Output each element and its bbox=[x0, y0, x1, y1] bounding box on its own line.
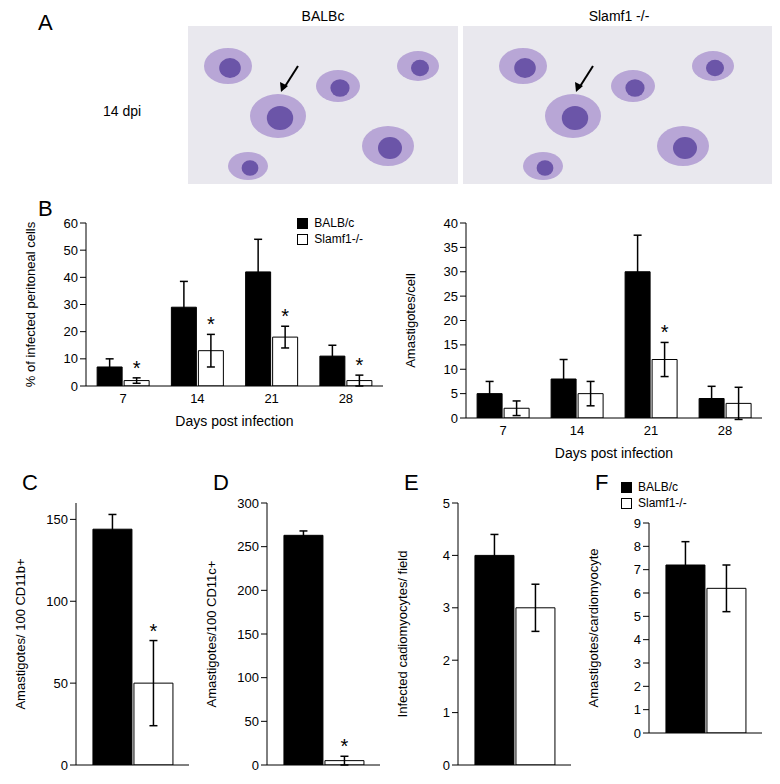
svg-text:6: 6 bbox=[634, 586, 641, 601]
svg-text:50: 50 bbox=[54, 676, 68, 691]
svg-text:Amastigotes/cardiomyocyte: Amastigotes/cardiomyocyte bbox=[586, 549, 601, 708]
svg-text:100: 100 bbox=[46, 594, 68, 609]
svg-text:3: 3 bbox=[443, 600, 450, 615]
svg-text:20: 20 bbox=[444, 313, 458, 328]
svg-text:30: 30 bbox=[444, 264, 458, 279]
svg-text:2: 2 bbox=[634, 679, 641, 694]
svg-text:Amastigotes/100 CD11c+: Amastigotes/100 CD11c+ bbox=[204, 561, 219, 708]
svg-text:*: * bbox=[150, 620, 158, 642]
svg-text:35: 35 bbox=[444, 240, 458, 255]
html-text:C: C bbox=[22, 470, 38, 495]
svg-text:Amastigotes/ 100 CD11b+: Amastigotes/ 100 CD11b+ bbox=[13, 558, 28, 709]
svg-text:0: 0 bbox=[252, 758, 259, 773]
svg-text:40: 40 bbox=[64, 270, 78, 285]
svg-text:0: 0 bbox=[451, 411, 458, 426]
svg-text:14: 14 bbox=[570, 423, 584, 438]
html-text:A: A bbox=[38, 10, 53, 35]
html-text:D: D bbox=[213, 470, 229, 495]
svg-text:*: * bbox=[355, 354, 363, 376]
svg-text:20: 20 bbox=[64, 324, 78, 339]
svg-text:50: 50 bbox=[64, 243, 78, 258]
svg-text:0: 0 bbox=[443, 758, 450, 773]
svg-text:9: 9 bbox=[634, 516, 641, 531]
svg-text:150: 150 bbox=[46, 512, 68, 527]
svg-text:*: * bbox=[661, 321, 669, 343]
svg-text:0: 0 bbox=[61, 758, 68, 773]
svg-text:*: * bbox=[207, 313, 215, 335]
svg-text:60: 60 bbox=[64, 216, 78, 231]
html-text:Slamf1 -/-: Slamf1 -/- bbox=[588, 8, 650, 24]
svg-text:200: 200 bbox=[237, 583, 259, 598]
svg-text:15: 15 bbox=[444, 337, 458, 352]
html-text:F: F bbox=[595, 470, 609, 495]
svg-text:7: 7 bbox=[634, 562, 641, 577]
svg-text:10: 10 bbox=[64, 351, 78, 366]
svg-text:Days post infection: Days post infection bbox=[555, 445, 673, 461]
svg-text:7: 7 bbox=[120, 391, 127, 406]
svg-text:3: 3 bbox=[634, 656, 641, 671]
html-text:BALBc: BALBc bbox=[301, 8, 345, 24]
svg-text:Days post infection: Days post infection bbox=[175, 413, 293, 429]
svg-text:5: 5 bbox=[443, 496, 450, 511]
svg-text:0: 0 bbox=[634, 726, 641, 741]
svg-text:40: 40 bbox=[444, 216, 458, 231]
svg-text:*: * bbox=[341, 735, 349, 757]
svg-text:*: * bbox=[133, 357, 141, 379]
svg-text:28: 28 bbox=[339, 391, 353, 406]
html-text:14 dpi: 14 dpi bbox=[103, 103, 142, 119]
svg-text:100: 100 bbox=[237, 670, 259, 685]
svg-text:1: 1 bbox=[443, 705, 450, 720]
svg-text:21: 21 bbox=[264, 391, 278, 406]
svg-text:5: 5 bbox=[634, 609, 641, 624]
svg-text:30: 30 bbox=[64, 297, 78, 312]
svg-text:7: 7 bbox=[499, 423, 506, 438]
svg-text:4: 4 bbox=[634, 632, 641, 647]
svg-text:21: 21 bbox=[644, 423, 658, 438]
svg-text:14: 14 bbox=[190, 391, 204, 406]
svg-text:5: 5 bbox=[451, 386, 458, 401]
html-text:B: B bbox=[38, 196, 53, 221]
svg-text:250: 250 bbox=[237, 539, 259, 554]
html-text:Slamf1-/-: Slamf1-/- bbox=[638, 496, 687, 510]
svg-text:8: 8 bbox=[634, 539, 641, 554]
svg-text:2: 2 bbox=[443, 653, 450, 668]
svg-text:10: 10 bbox=[444, 362, 458, 377]
svg-text:150: 150 bbox=[237, 627, 259, 642]
svg-text:25: 25 bbox=[444, 289, 458, 304]
html-text:BALB/c: BALB/c bbox=[314, 216, 355, 230]
svg-text:50: 50 bbox=[245, 714, 259, 729]
svg-text:% of infected peritoneal cells: % of infected peritoneal cells bbox=[23, 221, 38, 387]
svg-text:Infected cadiomyocytes/ field: Infected cadiomyocytes/ field bbox=[395, 551, 410, 718]
svg-text:300: 300 bbox=[237, 496, 259, 511]
html-text:BALB/c: BALB/c bbox=[638, 480, 678, 494]
svg-text:*: * bbox=[281, 305, 289, 327]
svg-text:0: 0 bbox=[71, 379, 78, 394]
svg-text:1: 1 bbox=[634, 702, 641, 717]
svg-text:4: 4 bbox=[443, 548, 450, 563]
svg-text:28: 28 bbox=[718, 423, 732, 438]
svg-text:Amastigotes/cell: Amastigotes/cell bbox=[403, 273, 418, 368]
html-text:Slamf1-/-: Slamf1-/- bbox=[314, 232, 363, 246]
html-text:E: E bbox=[404, 470, 419, 495]
